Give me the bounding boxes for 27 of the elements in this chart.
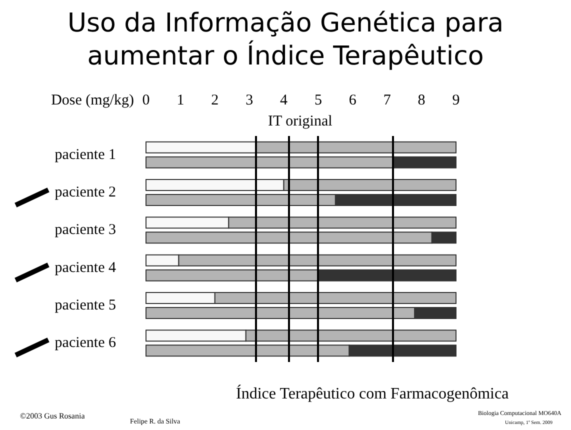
y-tick-label: paciente 2: [54, 184, 116, 200]
bar: [318, 269, 456, 282]
y-tick-label: paciente 5: [54, 298, 116, 314]
x-tick-label: 2: [211, 92, 219, 108]
x-axis-title: Dose (mg/kg): [51, 92, 134, 108]
x-tick-label: 6: [348, 92, 357, 108]
text: ©2003 Gus Rosania: [20, 412, 86, 420]
bar: [146, 156, 394, 168]
y-tick-label: paciente 4: [54, 260, 116, 276]
x-tick-label: 8: [418, 92, 426, 108]
x-tick-label: 4: [280, 92, 288, 108]
y-tick-label: paciente 3: [54, 222, 116, 238]
x-tick-label: 0: [142, 92, 150, 108]
text: Índice Terapêutico com Farmacogenômica: [236, 384, 509, 402]
x-tick-label: 7: [383, 92, 392, 108]
x-tick-label: 3: [246, 92, 254, 108]
y-tick-label: paciente 6: [54, 335, 116, 352]
bar: [146, 141, 257, 154]
y-tick-label: paciente 1: [54, 146, 116, 163]
bar: [256, 141, 456, 154]
x-tick-label: 1: [176, 92, 184, 108]
chart-title: Uso da Informação Genética para aumentar o Índice Terapêutico: [67, 8, 504, 72]
x-tick-label: 5: [314, 92, 322, 108]
x-tick-label: 9: [452, 92, 460, 108]
bar: [146, 269, 319, 282]
text: IT original: [268, 114, 332, 130]
bar: [394, 156, 456, 168]
